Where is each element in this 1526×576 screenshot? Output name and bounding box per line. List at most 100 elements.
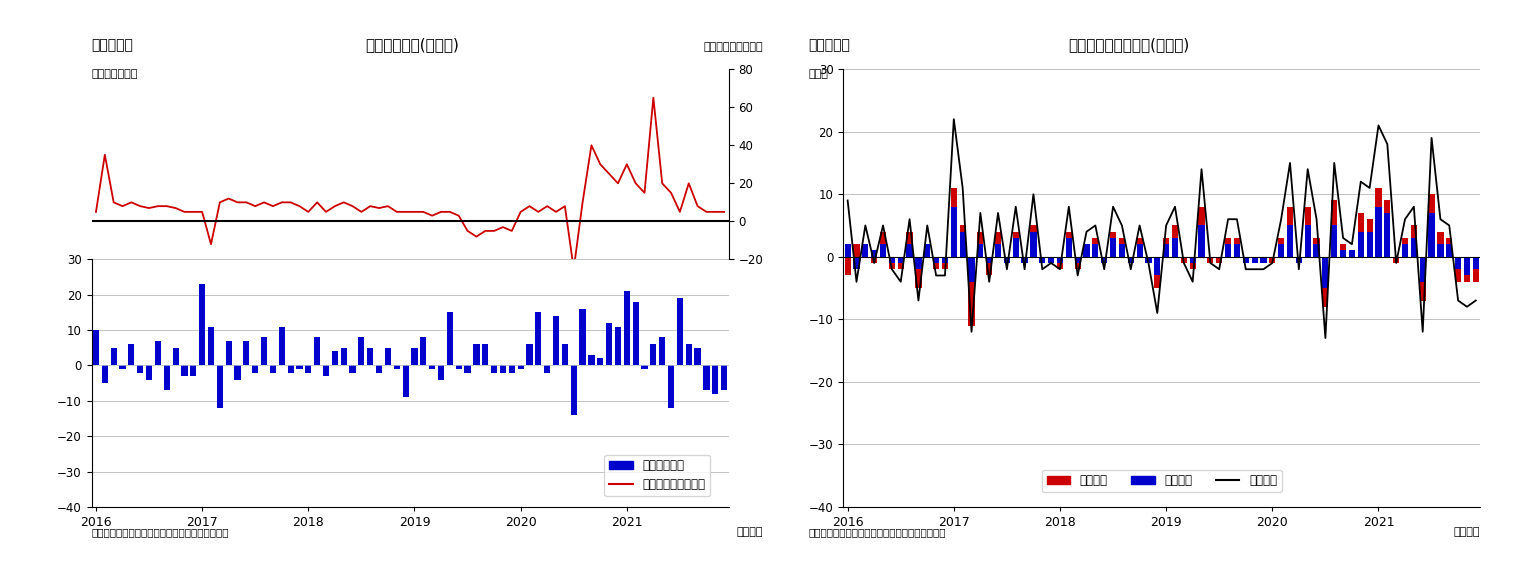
Bar <box>305 366 311 373</box>
Bar <box>916 257 922 288</box>
Bar <box>1039 257 1045 263</box>
Bar <box>960 225 966 257</box>
Bar <box>208 327 214 366</box>
Bar <box>977 244 983 257</box>
Bar <box>1384 200 1390 257</box>
Bar <box>571 366 577 415</box>
Bar <box>1454 257 1462 282</box>
Text: （資料）センサス局よりニッセイ基礎研究所作成: （資料）センサス局よりニッセイ基礎研究所作成 <box>809 527 946 537</box>
Bar <box>1286 207 1293 257</box>
Bar <box>1207 257 1213 263</box>
Bar <box>722 366 728 390</box>
Bar <box>589 355 595 366</box>
Bar <box>1375 188 1381 257</box>
Bar <box>1074 257 1080 269</box>
Bar <box>1146 257 1152 263</box>
Legend: 集合住宅, 一戸建て, 住宅着工: 集合住宅, 一戸建て, 住宅着工 <box>1042 470 1282 492</box>
Bar <box>1286 225 1293 257</box>
Bar <box>888 257 894 269</box>
Bar <box>960 232 966 257</box>
Bar <box>1375 207 1381 257</box>
Bar <box>226 341 232 366</box>
Bar <box>995 232 1001 257</box>
Bar <box>1402 244 1408 257</box>
Bar <box>172 348 179 366</box>
Bar <box>942 257 948 263</box>
Bar <box>1172 238 1178 257</box>
Bar <box>844 257 850 275</box>
Bar <box>888 257 894 263</box>
Text: （前月比、％）: （前月比、％） <box>92 69 137 79</box>
Bar <box>1349 251 1355 257</box>
Bar <box>1419 257 1425 301</box>
Bar <box>287 366 293 373</box>
Text: （前年同月比、％）: （前年同月比、％） <box>703 42 763 52</box>
Bar <box>473 344 479 366</box>
Bar <box>881 232 887 257</box>
Bar <box>1128 257 1134 263</box>
Bar <box>119 366 125 369</box>
Bar <box>659 337 665 366</box>
Bar <box>163 366 169 390</box>
Bar <box>1109 238 1116 257</box>
Bar <box>491 366 497 373</box>
Bar <box>853 244 859 257</box>
Bar <box>235 366 241 380</box>
Bar <box>1251 257 1257 263</box>
Text: 住宅着工件数(伸び率): 住宅着工件数(伸び率) <box>365 37 459 52</box>
Bar <box>1358 213 1364 257</box>
Bar <box>1410 225 1418 257</box>
Bar <box>552 316 559 366</box>
Bar <box>1251 257 1257 263</box>
Bar <box>1340 244 1346 257</box>
Bar <box>1367 219 1373 257</box>
Bar <box>429 366 435 369</box>
Bar <box>1137 244 1143 257</box>
Bar <box>359 337 365 366</box>
Bar <box>1419 257 1425 282</box>
Bar <box>128 344 134 366</box>
Bar <box>1340 251 1346 257</box>
Bar <box>1242 257 1248 263</box>
Bar <box>1154 257 1160 275</box>
Bar <box>1119 238 1125 257</box>
Bar <box>1190 257 1196 269</box>
Bar <box>1181 257 1187 263</box>
Bar <box>1065 232 1071 257</box>
Bar <box>1314 238 1320 257</box>
Bar <box>1048 257 1054 263</box>
Bar <box>1004 257 1010 263</box>
Bar <box>1225 238 1231 257</box>
Bar <box>1260 257 1267 263</box>
Bar <box>198 284 204 366</box>
Bar <box>296 366 302 369</box>
Bar <box>1463 257 1470 282</box>
Bar <box>1323 257 1329 288</box>
Bar <box>1163 238 1169 257</box>
Bar <box>279 327 285 366</box>
Bar <box>1021 257 1027 263</box>
Text: 住宅着工件数前月比(寄与度): 住宅着工件数前月比(寄与度) <box>1068 37 1190 52</box>
Bar <box>580 309 586 366</box>
Bar <box>243 341 249 366</box>
Bar <box>340 348 346 366</box>
Bar <box>1172 225 1178 257</box>
Bar <box>508 366 514 373</box>
Bar <box>916 257 922 269</box>
Bar <box>977 232 983 257</box>
Bar <box>1058 257 1064 263</box>
Bar <box>1137 238 1143 257</box>
Bar <box>412 348 418 366</box>
Bar <box>694 348 700 366</box>
Bar <box>314 337 320 366</box>
Bar <box>906 244 913 257</box>
Bar <box>1437 232 1444 257</box>
Bar <box>1454 257 1462 269</box>
Bar <box>897 257 903 269</box>
Bar <box>1190 257 1196 263</box>
Bar <box>1296 257 1302 263</box>
Bar <box>447 312 453 366</box>
Bar <box>324 366 330 376</box>
Bar <box>1279 238 1285 257</box>
Bar <box>932 257 938 263</box>
